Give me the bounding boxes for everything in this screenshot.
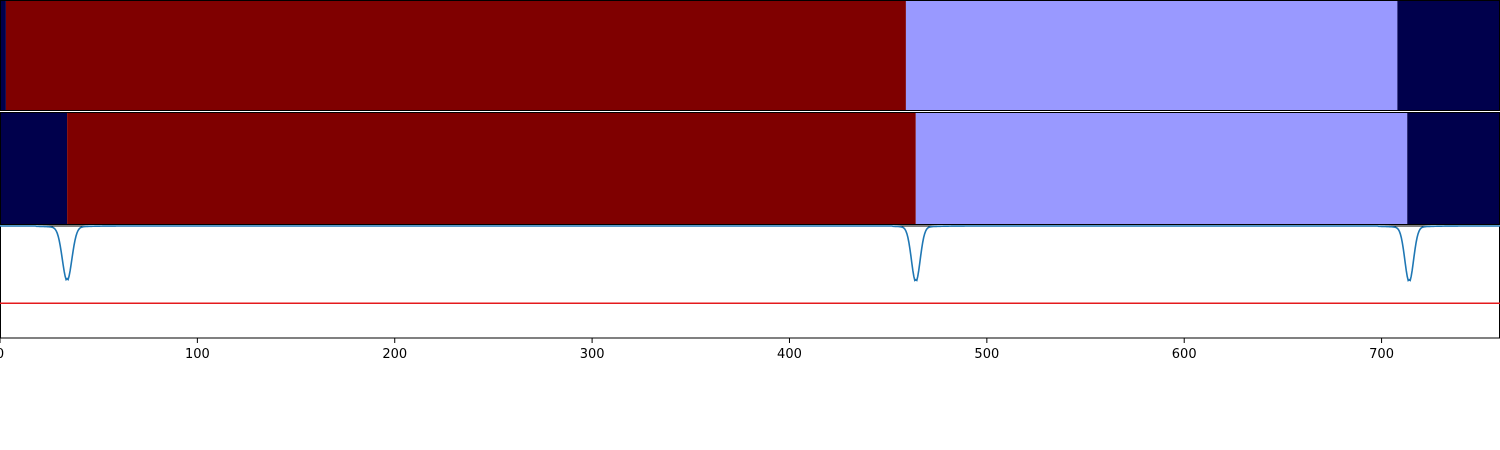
track-2-segment-4 <box>1407 113 1500 225</box>
x-tick-label-200: 200 <box>382 347 407 362</box>
track-1-segment-3 <box>905 1 1398 111</box>
x-tick-label-300: 300 <box>580 347 605 362</box>
x-tick-label-500: 500 <box>974 347 999 362</box>
track-1-segment-1 <box>0 1 6 111</box>
signal-panel <box>0 225 1500 339</box>
track-2-segment-1 <box>0 113 68 225</box>
track-1-segment-4 <box>1397 1 1500 111</box>
track-1-segment-2 <box>5 1 906 111</box>
track-2-segment-2 <box>67 113 916 225</box>
x-axis: 0 100 200 300 400 500 600 700 <box>0 338 1394 362</box>
track-2-segment-3 <box>915 113 1408 225</box>
signal-plot-frame <box>0 225 1500 339</box>
segmentation-track-1 <box>0 0 1500 111</box>
x-tick-label-100: 100 <box>185 347 210 362</box>
signal-line <box>0 225 1500 282</box>
x-tick-label-0: 0 <box>0 347 4 362</box>
x-tick-label-600: 600 <box>1172 347 1197 362</box>
x-tick-label-700: 700 <box>1369 347 1394 362</box>
x-tick-label-400: 400 <box>777 347 802 362</box>
segmentation-track-2 <box>0 112 1500 225</box>
